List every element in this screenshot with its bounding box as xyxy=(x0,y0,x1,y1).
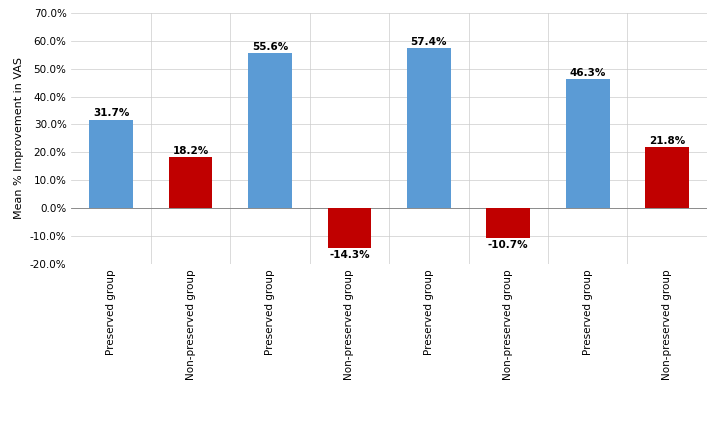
Text: 31.7%: 31.7% xyxy=(93,108,129,118)
Bar xyxy=(645,147,689,208)
Bar xyxy=(407,48,451,208)
Bar xyxy=(248,53,292,208)
Text: 57.4%: 57.4% xyxy=(411,37,447,46)
Text: 21.8%: 21.8% xyxy=(649,136,685,146)
Text: 46.3%: 46.3% xyxy=(570,68,606,78)
Text: 55.6%: 55.6% xyxy=(252,42,288,52)
Text: -10.7%: -10.7% xyxy=(488,239,528,250)
Bar xyxy=(566,79,610,208)
Bar xyxy=(328,208,371,248)
Y-axis label: Mean % Improvement in VAS: Mean % Improvement in VAS xyxy=(14,58,24,219)
Bar xyxy=(169,158,212,208)
Text: -14.3%: -14.3% xyxy=(329,250,370,259)
Text: 18.2%: 18.2% xyxy=(172,146,208,156)
Bar xyxy=(486,208,530,238)
Bar xyxy=(89,120,133,208)
